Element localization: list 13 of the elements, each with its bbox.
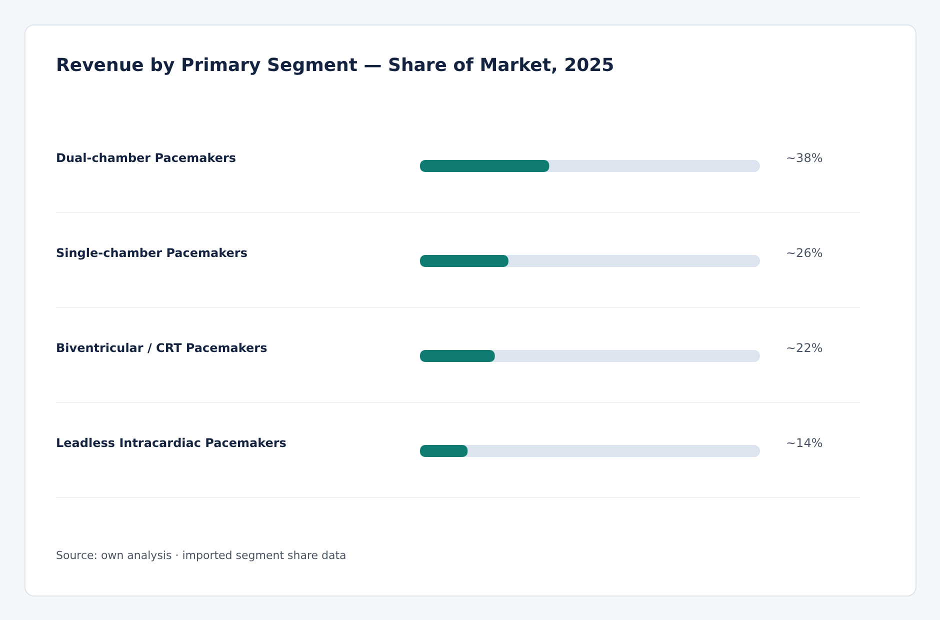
chart-title: Revenue by Primary Segment — Share of Market, 2025 (56, 55, 614, 76)
data-label: ~38% (786, 151, 823, 165)
bar (420, 350, 495, 362)
bar (420, 445, 468, 457)
y-tick-label: Dual-chamber Pacemakers (56, 151, 236, 165)
y-tick-label: Biventricular / CRT Pacemakers (56, 341, 268, 355)
data-label: ~14% (786, 436, 823, 450)
source-note: Source: own analysis · imported segment share data (56, 549, 346, 562)
data-label: ~22% (786, 341, 823, 355)
data-label: ~26% (786, 246, 823, 260)
y-tick-label: Leadless Intracardiac Pacemakers (56, 436, 286, 450)
y-tick-label: Single-chamber Pacemakers (56, 246, 248, 260)
bar (420, 255, 508, 267)
